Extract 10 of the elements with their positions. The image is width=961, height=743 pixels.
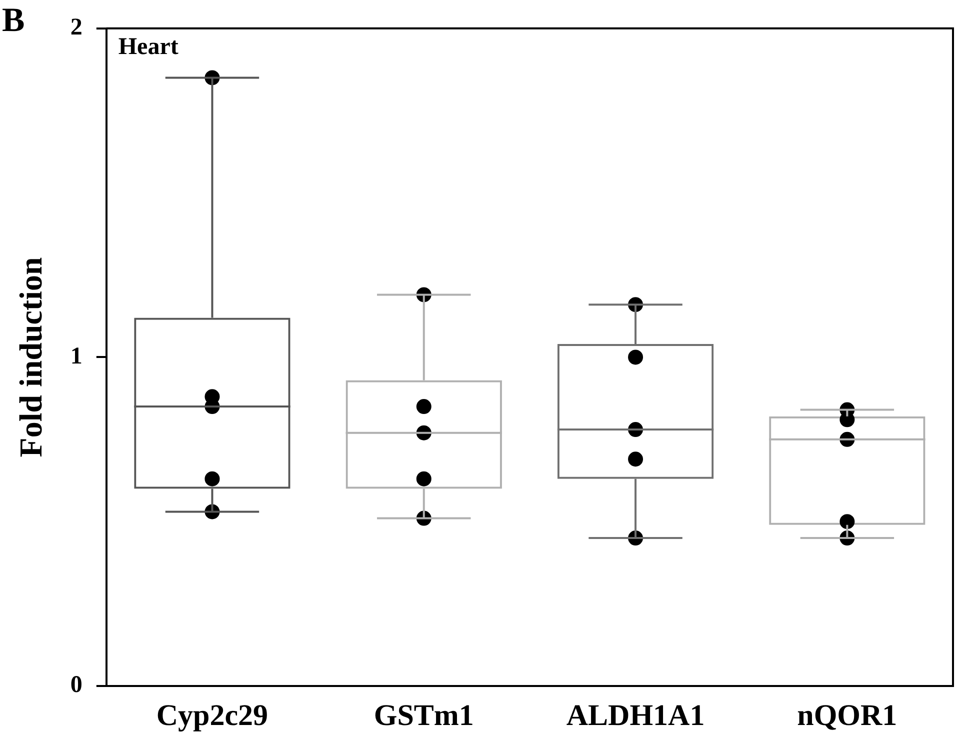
y-tick-label: 0 (70, 672, 82, 698)
annotation: Heart (118, 34, 178, 62)
y-tick-label: 2 (70, 14, 82, 41)
text: B (2, 2, 25, 40)
y-tick-label: 1 (70, 343, 82, 370)
x-tick-label: GSTm1 (374, 698, 474, 732)
y-axis-title: Fold induction (12, 256, 48, 458)
x-tick-label: Cyp2c29 (156, 698, 268, 732)
x-tick-label: ALDH1A1 (566, 698, 705, 732)
x-tick-label: nQOR1 (797, 698, 898, 732)
